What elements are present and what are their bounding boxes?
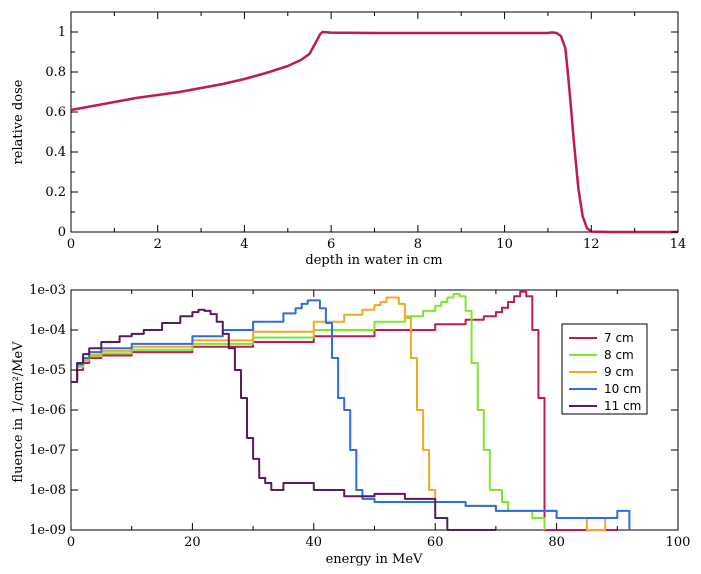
plot-area-frame: [70, 11, 679, 233]
x-axis-label: energy in MeV: [326, 552, 423, 567]
y-tick-label: 0.8: [45, 65, 66, 80]
y-axis-ticks: 1e-09 1e-08 1e-07 1e-06 1e-05 1e-04 1e-03: [29, 283, 678, 538]
y-tick-label: 1: [58, 25, 66, 40]
x-tick-label: 12: [583, 237, 600, 252]
y-tick-label: 1e-04: [29, 323, 66, 338]
y-tick-label: 0.2: [45, 185, 66, 200]
x-axis-ticks: 0 20 40 60 80 100: [67, 290, 691, 550]
x-axis-ticks: 0 2 4 6 8 10 12 14: [67, 12, 686, 252]
y-axis-label: fluence in 1/cm²/MeV: [11, 341, 26, 483]
x-tick-label: 8: [414, 237, 422, 252]
legend-label: 8 cm: [604, 348, 634, 362]
x-tick-label: 0: [67, 535, 75, 550]
legend: 7 cm 8 cm 9 cm 10 cm 11 cm: [561, 323, 648, 415]
x-tick-label: 60: [427, 535, 444, 550]
y-tick-label: 1e-07: [29, 443, 66, 458]
x-tick-label: 4: [240, 237, 248, 252]
y-tick-label: 1e-03: [29, 283, 66, 298]
legend-label: 11 cm: [604, 399, 641, 413]
series-line-10-cm: [71, 299, 631, 530]
x-tick-label: 20: [184, 535, 201, 550]
energy-fluence-chart: 0 20 40 60 80 100 1e-091e-081e-071e-061e-051e…: [11, 283, 690, 567]
series-layer: [70, 30, 678, 234]
y-tick-label: 0: [58, 225, 66, 240]
legend-label: 10 cm: [604, 382, 641, 396]
legend-label: 7 cm: [604, 331, 634, 345]
series-line-11-cm: [71, 308, 496, 531]
series-line-0: [70, 30, 678, 234]
x-tick-label: 6: [327, 237, 335, 252]
series-line-8-cm: [71, 292, 546, 530]
y-axis-label: relative dose: [11, 79, 26, 164]
x-tick-label: 80: [548, 535, 565, 550]
x-axis-label: depth in water in cm: [305, 253, 442, 268]
x-tick-label: 40: [306, 535, 323, 550]
y-tick-label: 1e-05: [29, 363, 66, 378]
x-tick-label: 10: [496, 237, 513, 252]
series-layer: [71, 290, 631, 531]
y-axis-ticks: 0 0.2 0.4 0.6 0.8 1: [45, 25, 678, 240]
y-tick-label: 0.6: [45, 105, 66, 120]
legend-label: 9 cm: [604, 365, 634, 379]
x-tick-label: 14: [670, 237, 687, 252]
y-tick-label: 1e-06: [29, 403, 66, 418]
x-tick-label: 2: [154, 237, 162, 252]
y-tick-label: 1e-08: [29, 483, 66, 498]
x-tick-label: 100: [666, 535, 691, 550]
y-tick-label: 1e-09: [29, 523, 66, 538]
x-tick-label: 0: [67, 237, 75, 252]
series-line-9-cm: [71, 296, 607, 531]
depth-dose-chart: 0 2 4 6 8 10 12 14 0 0.2 0.4 0.6 0.8 1 depth in wate…: [11, 11, 686, 268]
y-tick-label: 0.4: [45, 145, 66, 160]
